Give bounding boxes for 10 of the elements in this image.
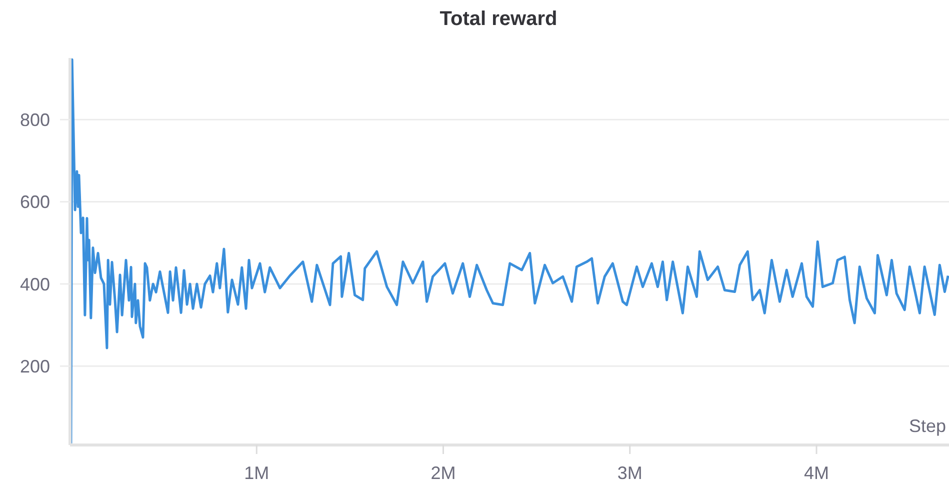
x-tick-label: 3M — [617, 462, 642, 483]
x-tick-label: 4M — [804, 462, 830, 483]
y-tick-label: 200 — [20, 356, 50, 377]
x-tick-label: 1M — [244, 462, 270, 483]
y-tick-label: 400 — [20, 274, 50, 294]
y-tick-label: 600 — [20, 192, 50, 212]
x-axis-title: Step — [908, 416, 946, 437]
x-tick-label: 2M — [430, 462, 456, 483]
y-tick-label: 800 — [20, 110, 50, 130]
chart-title: Total reward — [438, 8, 558, 31]
